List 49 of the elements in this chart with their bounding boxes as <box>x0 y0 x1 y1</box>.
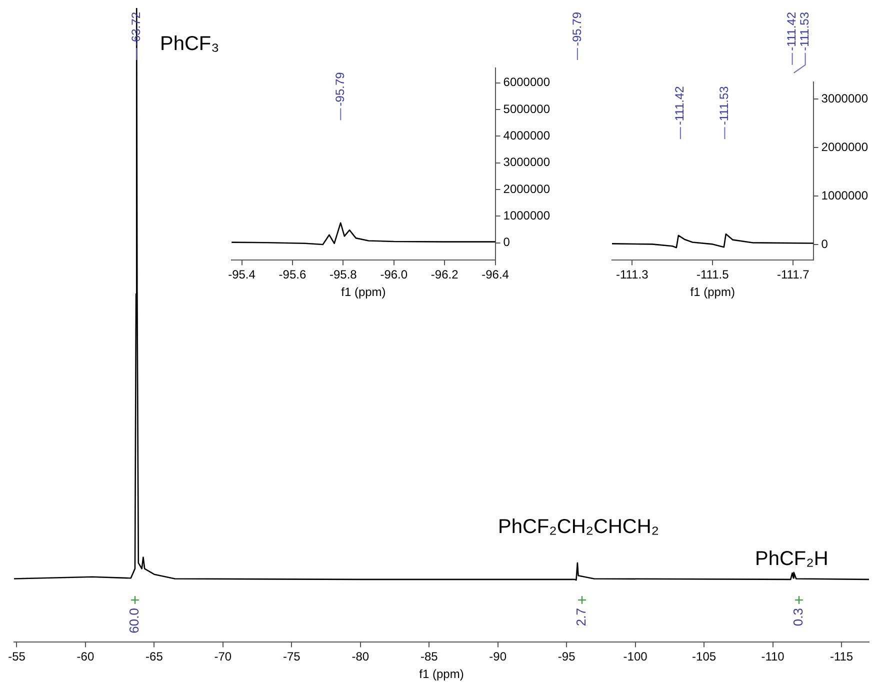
x-tick-label: -75 <box>282 650 301 664</box>
annotation: -111.53 <box>717 86 732 126</box>
x-tick-label: -96.4 <box>482 268 510 282</box>
x-tick-label: -95.4 <box>228 268 256 282</box>
x-tick-label: -85 <box>420 650 438 664</box>
x-axis-title: f1 (ppm) <box>341 285 386 300</box>
y-tick-label: 4000000 <box>503 128 550 143</box>
x-tick-label: -96.2 <box>430 268 459 282</box>
x-tick-label: -111.7 <box>777 268 810 282</box>
y-tick-label: 0 <box>821 236 828 251</box>
annotation: -111.53 <box>798 12 812 51</box>
x-tick-label: -55 <box>8 650 26 664</box>
x-tick-label: -105 <box>692 650 716 664</box>
annotation: -95.79 <box>570 12 584 46</box>
x-tick-label: -100 <box>623 650 648 664</box>
y-tick-label: 5000000 <box>503 102 550 116</box>
y-tick-label: 6000000 <box>503 75 550 90</box>
y-tick-label: 2000000 <box>503 182 550 196</box>
x-tick-label: -111.5 <box>696 268 730 282</box>
x-tick-label: -60 <box>76 650 94 664</box>
y-tick-label: 3000000 <box>503 155 550 170</box>
x-tick-label: -95.8 <box>329 268 358 282</box>
y-tick-label: 3000000 <box>821 91 868 106</box>
annotation: -111.42 <box>784 12 799 51</box>
x-axis-title: f1 (ppm) <box>419 667 464 682</box>
annotation: -63.72 <box>128 12 143 46</box>
annotation: PhCF₂H <box>755 548 828 570</box>
y-tick-label: 1000000 <box>821 188 868 202</box>
x-tick-label: -90 <box>489 650 507 664</box>
x-tick-label: -110 <box>761 650 785 664</box>
annotation: -95.79 <box>332 72 347 106</box>
y-tick-label: 2000000 <box>821 140 868 154</box>
annotation: PhCF₃ <box>160 33 220 55</box>
x-tick-label: -111.3 <box>616 268 649 282</box>
annotation: 0.3 <box>790 608 806 626</box>
y-tick-label: 0 <box>503 235 510 250</box>
annotation: PhCF₂CH₂CHCH₂ <box>498 516 660 538</box>
x-tick-label: -96.0 <box>380 268 408 282</box>
annotation: 2.7 <box>574 608 589 626</box>
x-tick-label: -80 <box>352 650 370 664</box>
annotation: -111.42 <box>672 86 687 126</box>
x-tick-label: -95 <box>558 650 576 664</box>
x-tick-label: -115 <box>830 650 854 664</box>
y-tick-label: 1000000 <box>503 208 550 223</box>
x-tick-label: -65 <box>146 650 164 664</box>
annotation: 60.0 <box>126 608 142 634</box>
x-tick-label: -95.6 <box>278 268 306 282</box>
x-axis-title: f1 (ppm) <box>690 285 735 300</box>
x-tick-label: -70 <box>214 650 232 664</box>
